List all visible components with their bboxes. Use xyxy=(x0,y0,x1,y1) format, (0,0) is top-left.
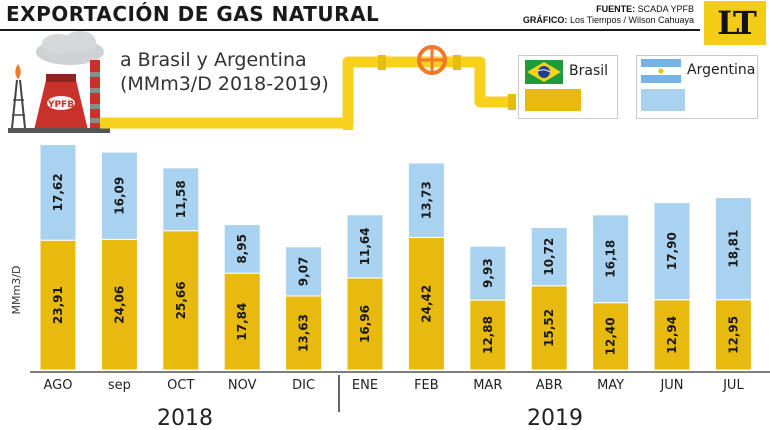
data-label-brasil-ene: 16,96 xyxy=(358,305,372,343)
x-tick-label-may: MAY xyxy=(597,378,624,393)
data-label-brasil-dic: 13,63 xyxy=(297,314,311,352)
data-label-brasil-may: 12,40 xyxy=(604,317,618,355)
legend-label-brasil: Brasil xyxy=(569,63,609,79)
bar-brasil-mar xyxy=(469,299,507,371)
bar-brasil-oct xyxy=(162,230,200,371)
bar-brasil-feb xyxy=(407,236,445,371)
page-title: EXPORTACIÓN DE GAS NATURAL xyxy=(6,2,380,26)
year-label-2019: 2019 xyxy=(527,406,583,430)
bar-argentina-jul xyxy=(714,197,752,301)
graphic-value: Los Tiempos / Wilson Cahuaya xyxy=(569,15,694,25)
argentina-flag-icon xyxy=(641,59,681,83)
data-label-brasil-jul: 12,95 xyxy=(726,316,740,354)
data-label-argentina-abr: 10,72 xyxy=(542,238,556,276)
bar-argentina-sep xyxy=(100,151,138,240)
legend-item-argentina: Argentina xyxy=(636,55,758,119)
legend-item-brasil: Brasil xyxy=(518,55,618,119)
bar-brasil-dic xyxy=(285,295,323,371)
bar-argentina-dic xyxy=(285,246,323,297)
year-label-2018: 2018 xyxy=(157,406,213,430)
data-label-brasil-mar: 12,88 xyxy=(481,316,495,354)
bar-brasil-nov xyxy=(223,272,261,371)
pipeline-illustration: YPFB xyxy=(8,31,516,133)
plant-label: YPFB xyxy=(47,100,74,110)
data-label-brasil-sep: 24,06 xyxy=(112,286,126,324)
x-tick-label-nov: NOV xyxy=(228,378,257,393)
bar-argentina-oct xyxy=(162,167,200,232)
gas-plant-icon: YPFB xyxy=(8,60,110,133)
bar-argentina-abr xyxy=(530,227,568,287)
x-tick-label-feb: FEB xyxy=(414,378,439,393)
flare-tower-icon xyxy=(11,64,26,129)
chart-subtitle: a Brasil y Argentina (MMm3/D 2018-2019) xyxy=(120,48,329,96)
source-value: SCADA YPFB xyxy=(637,4,694,14)
data-label-argentina-ago: 17,62 xyxy=(51,173,65,211)
bar-brasil-may xyxy=(592,302,630,371)
data-label-brasil-nov: 17,84 xyxy=(235,303,249,341)
source-label: FUENTE: xyxy=(596,4,636,14)
x-tick-label-mar: MAR xyxy=(473,378,502,393)
bar-brasil-sep xyxy=(100,238,138,371)
valve-icon xyxy=(417,45,447,75)
bar-argentina-jun xyxy=(653,202,691,301)
data-label-brasil-oct: 25,66 xyxy=(174,281,188,319)
bars-layer: 23,91 17,62 24,06 16,09 25,66 11,58 17,84 8,95 1… xyxy=(39,144,752,371)
bar-argentina-mar xyxy=(469,245,507,301)
header-divider xyxy=(0,29,700,31)
data-label-argentina-dic: 9,07 xyxy=(297,257,311,287)
data-label-brasil-ago: 23,91 xyxy=(51,286,65,324)
data-label-brasil-feb: 24,42 xyxy=(419,285,433,323)
x-tick-label-jun: JUN xyxy=(659,378,683,393)
source-credits: FUENTE: SCADA YPFB GRÁFICO: Los Tiempos … xyxy=(523,4,694,26)
data-label-argentina-ene: 11,64 xyxy=(358,227,372,265)
x-tick-label-dic: DIC xyxy=(292,378,315,393)
data-label-argentina-oct: 11,58 xyxy=(174,180,188,218)
data-label-argentina-nov: 8,95 xyxy=(235,234,249,264)
bar-brasil-ene xyxy=(346,277,384,371)
data-label-brasil-abr: 15,52 xyxy=(542,309,556,347)
bar-argentina-ago xyxy=(39,144,77,241)
x-tick-label-sep: sep xyxy=(108,378,131,393)
legend-label-argentina: Argentina xyxy=(687,62,756,78)
legend-swatch-brasil xyxy=(525,89,581,111)
x-tick-label-jul: JUL xyxy=(722,378,744,393)
x-tick-label-abr: ABR xyxy=(536,378,563,393)
graphic-label: GRÁFICO: xyxy=(522,15,568,25)
x-tick-labels: AGO sep OCT NOV DIC ENE FEB MAR ABR MAY JUN JUL xyxy=(44,378,745,393)
data-label-argentina-jun: 17,90 xyxy=(665,232,679,270)
bar-brasil-ago xyxy=(39,239,77,371)
x-tick-label-ago: AGO xyxy=(44,378,73,393)
x-tick-label-ene: ENE xyxy=(352,378,378,393)
data-label-argentina-may: 16,18 xyxy=(604,240,618,278)
pipeline-icon xyxy=(100,55,516,130)
data-label-argentina-jul: 18,81 xyxy=(726,230,740,268)
bar-argentina-nov xyxy=(223,224,261,274)
data-label-argentina-sep: 16,09 xyxy=(112,177,126,215)
legend-swatch-argentina xyxy=(641,89,685,111)
bar-brasil-jul xyxy=(714,299,752,371)
data-label-argentina-feb: 13,73 xyxy=(419,181,433,219)
subtitle-line-2: (MMm3/D 2018-2019) xyxy=(120,73,329,95)
y-axis-label: MMm3/D xyxy=(10,266,23,315)
data-label-argentina-mar: 9,93 xyxy=(481,258,495,288)
cloud-icon xyxy=(36,31,104,65)
x-tick-label-oct: OCT xyxy=(167,378,194,393)
bar-brasil-abr xyxy=(530,285,568,371)
brazil-flag-icon xyxy=(525,60,563,84)
bar-argentina-feb xyxy=(407,162,445,238)
subtitle-line-1: a Brasil y Argentina xyxy=(120,49,307,71)
data-label-brasil-jun: 12,94 xyxy=(665,316,679,354)
bar-argentina-may xyxy=(592,214,630,304)
los-tiempos-logo: LT xyxy=(704,1,766,45)
bar-brasil-jun xyxy=(653,299,691,371)
bar-argentina-ene xyxy=(346,214,384,279)
